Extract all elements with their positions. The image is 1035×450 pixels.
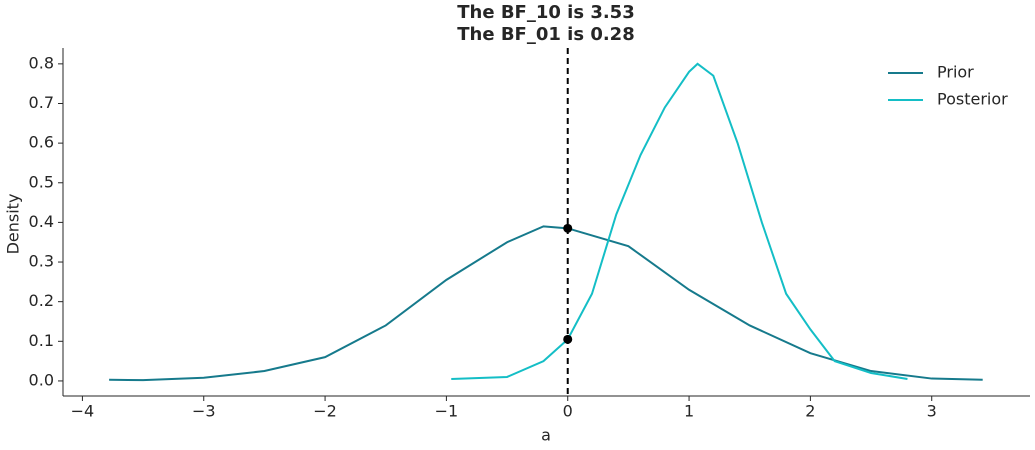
y-tick-label: 0.8 — [29, 53, 54, 72]
point — [563, 223, 573, 233]
chart-title: The BF_10 is 3.53 — [457, 2, 634, 23]
chart-title: The BF_01 is 0.28 — [457, 24, 634, 45]
line-series — [109, 225, 983, 382]
x-tick-label: −1 — [435, 402, 459, 421]
x-axis-label: a — [541, 426, 551, 445]
legend-label: Posterior — [937, 90, 1008, 109]
point — [563, 334, 573, 344]
x-tick-label: −2 — [313, 402, 337, 421]
x-tick-label: −4 — [71, 402, 95, 421]
line-series — [451, 62, 908, 380]
y-tick-label: 0.5 — [29, 172, 54, 191]
x-tick-label: 1 — [684, 402, 694, 421]
y-tick-label: 0.0 — [29, 370, 54, 389]
y-tick-label: 0.2 — [29, 291, 54, 310]
y-tick-label: 0.6 — [29, 133, 54, 152]
x-tick-label: −3 — [192, 402, 216, 421]
x-tick-label: 3 — [927, 402, 937, 421]
y-tick-label: 0.1 — [29, 331, 54, 350]
y-axis-label: Density — [4, 194, 23, 255]
y-tick-label: 0.3 — [29, 252, 54, 271]
x-tick-label: 2 — [805, 402, 815, 421]
y-tick-label: 0.7 — [29, 93, 54, 112]
x-tick-label: 0 — [563, 402, 573, 421]
legend-label: Prior — [937, 63, 974, 82]
y-tick-label: 0.4 — [29, 212, 54, 231]
